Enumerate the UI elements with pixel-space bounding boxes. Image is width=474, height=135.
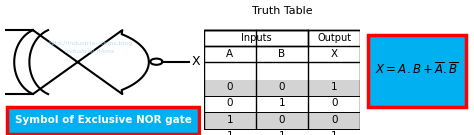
Text: 1: 1 <box>279 131 285 135</box>
Circle shape <box>150 59 163 65</box>
Text: 1: 1 <box>331 131 337 135</box>
Polygon shape <box>14 30 149 94</box>
Text: Symbol of Exclusive NOR gate: Symbol of Exclusive NOR gate <box>15 115 191 125</box>
Text: Truth Table: Truth Table <box>252 6 312 16</box>
Text: 1: 1 <box>279 98 285 108</box>
Bar <box>204 30 360 130</box>
FancyBboxPatch shape <box>7 107 200 134</box>
Text: 1: 1 <box>227 115 233 125</box>
Text: http://industrial-items.blog
Industrial Items: http://industrial-items.blog Industrial … <box>48 41 132 54</box>
Text: A: A <box>226 49 234 59</box>
Text: 0: 0 <box>331 115 337 125</box>
Text: $X = A.B + \overline{A}.\overline{B}$: $X = A.B + \overline{A}.\overline{B}$ <box>375 61 459 77</box>
Text: X: X <box>192 55 201 68</box>
Bar <box>204 80 360 96</box>
Text: 0: 0 <box>279 115 285 125</box>
Text: 0: 0 <box>227 98 233 108</box>
Text: 0: 0 <box>227 82 233 92</box>
Text: 1: 1 <box>227 131 233 135</box>
Text: 0: 0 <box>331 98 337 108</box>
Text: X: X <box>330 49 338 59</box>
Text: 1: 1 <box>331 82 337 92</box>
Text: B: B <box>278 49 286 59</box>
FancyBboxPatch shape <box>368 35 466 107</box>
Text: Inputs: Inputs <box>241 33 271 43</box>
Bar <box>204 112 360 129</box>
Text: Output: Output <box>317 33 351 43</box>
Text: 0: 0 <box>279 82 285 92</box>
